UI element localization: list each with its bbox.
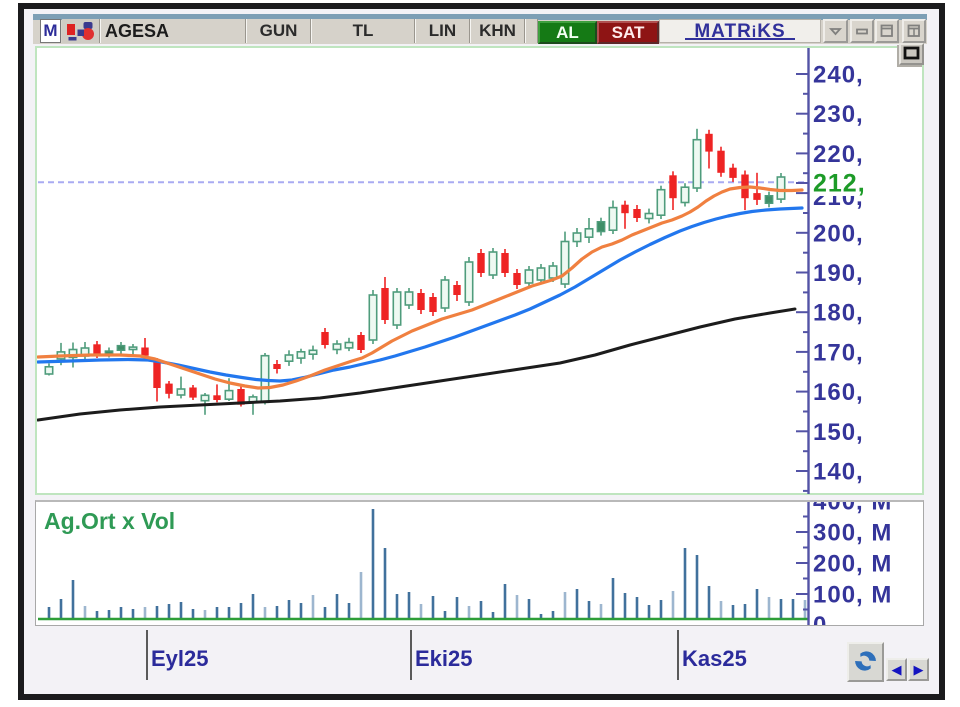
svg-text:170,: 170,: [813, 339, 864, 366]
svg-text:100, M: 100, M: [813, 582, 892, 609]
svg-text:160,: 160,: [813, 379, 864, 406]
svg-text:190,: 190,: [813, 260, 864, 287]
svg-text:240,: 240,: [813, 62, 864, 89]
svg-text:230,: 230,: [813, 101, 864, 128]
svg-text:Ag.Ort x Vol: Ag.Ort x Vol: [44, 508, 175, 534]
svg-text:220,: 220,: [813, 141, 864, 168]
svg-text:0: 0: [813, 612, 827, 625]
svg-text:400, M: 400, M: [813, 502, 892, 516]
svg-text:180,: 180,: [813, 300, 864, 327]
svg-text:200,: 200,: [813, 220, 864, 247]
svg-text:200, M: 200, M: [813, 551, 892, 578]
svg-text:212,: 212,: [813, 170, 866, 198]
svg-text:150,: 150,: [813, 419, 864, 446]
svg-text:140,: 140,: [813, 459, 864, 486]
svg-text:300, M: 300, M: [813, 520, 892, 547]
